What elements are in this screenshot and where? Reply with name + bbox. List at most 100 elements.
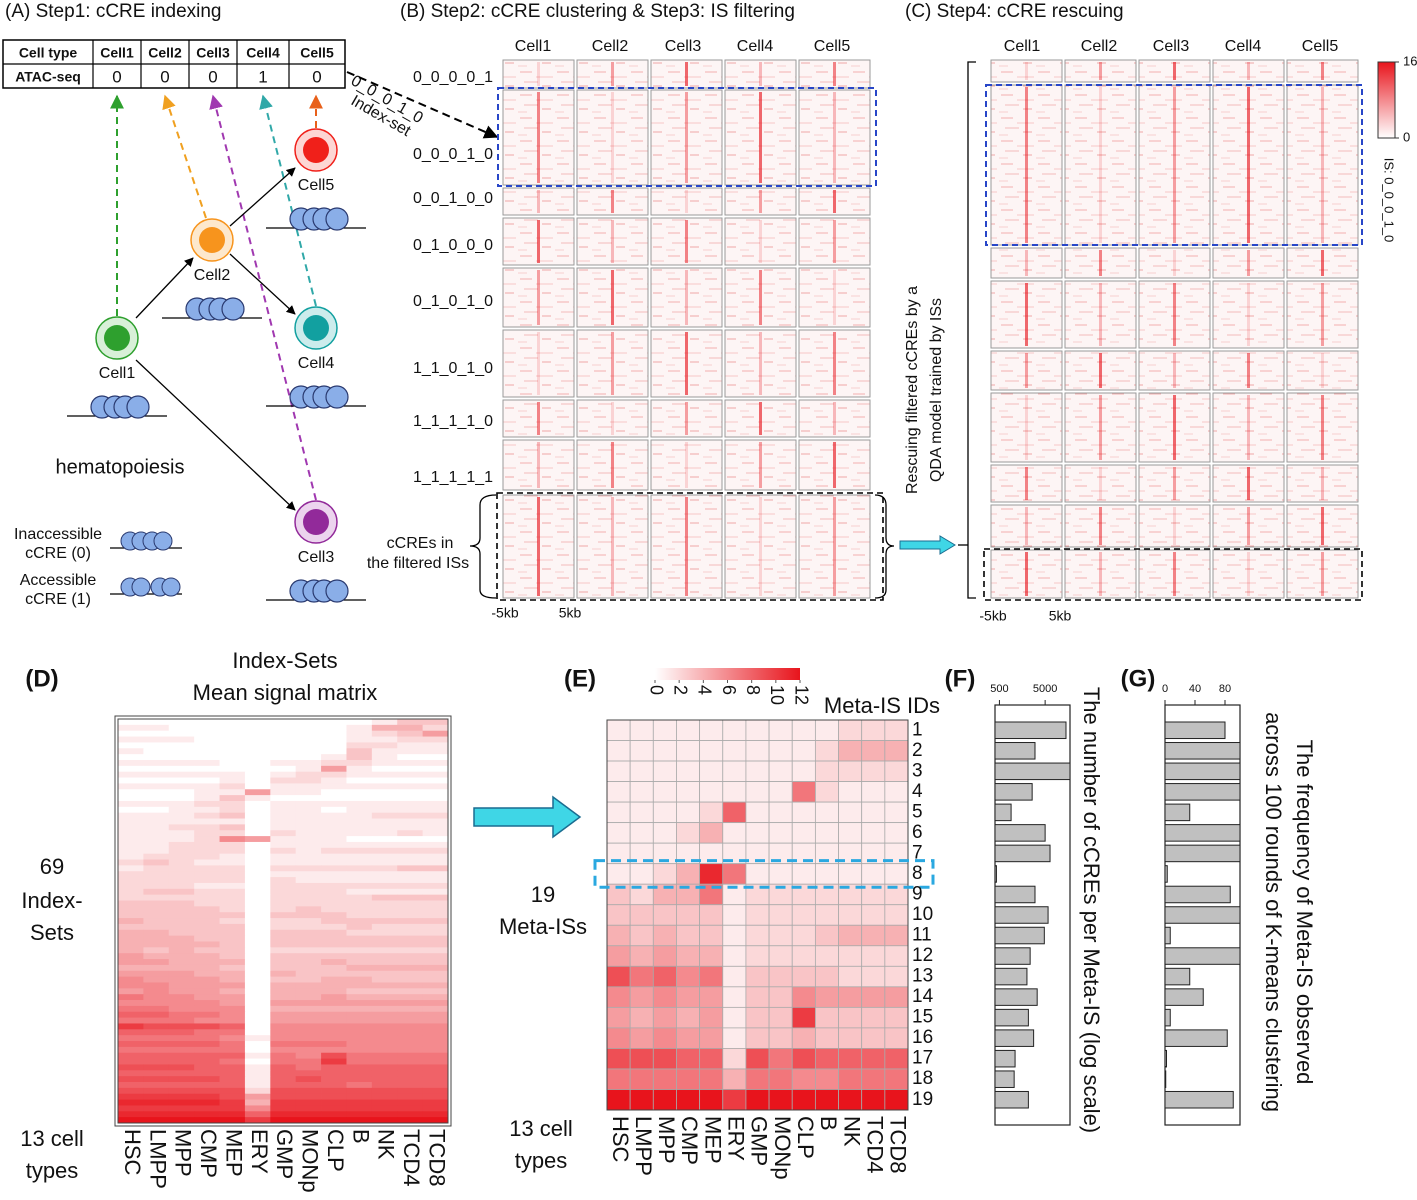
cell-nucleus xyxy=(303,315,329,341)
heat-cell xyxy=(118,953,144,960)
heat-cell xyxy=(168,1082,195,1089)
heat-cell xyxy=(219,935,246,942)
heat-cell xyxy=(143,789,170,796)
heat-cell xyxy=(629,965,654,988)
heat-cell xyxy=(422,812,449,819)
brace xyxy=(469,494,497,599)
heat-cell xyxy=(838,1089,863,1111)
signal-block xyxy=(1212,549,1285,599)
heat-cell xyxy=(194,1029,220,1036)
heat-cell xyxy=(118,888,144,896)
column-label: TCD4 xyxy=(862,1116,887,1173)
heat-cell xyxy=(346,824,373,831)
heat-cell xyxy=(270,1093,297,1100)
heat-cell xyxy=(861,1089,886,1111)
heat-cell xyxy=(321,719,347,726)
heat-cell xyxy=(371,894,398,901)
heat-cell xyxy=(244,736,271,743)
heat-cell xyxy=(118,1064,144,1071)
heat-cell xyxy=(168,777,195,784)
heat-cell xyxy=(838,945,863,967)
heat-cell xyxy=(118,847,144,855)
heat-cell xyxy=(884,986,909,1008)
heat-cell xyxy=(219,894,246,901)
heat-cell xyxy=(143,1000,170,1007)
heat-cell xyxy=(422,824,449,831)
bar xyxy=(1164,885,1231,904)
heat-cell xyxy=(397,771,424,778)
axis-title: 69 xyxy=(40,854,64,879)
signal-block xyxy=(502,267,575,328)
heat-cell xyxy=(346,1058,373,1065)
heat-cell xyxy=(629,1048,654,1070)
heat-cell xyxy=(861,965,886,988)
bar xyxy=(1164,988,1204,1006)
heat-cell xyxy=(270,882,297,890)
bar xyxy=(1164,844,1241,863)
heat-cell xyxy=(143,982,170,989)
heat-cell xyxy=(606,863,631,885)
heat-cell xyxy=(194,918,220,925)
heat-cell xyxy=(371,777,398,784)
heat-cell xyxy=(814,965,839,988)
heat-cell xyxy=(814,945,839,967)
heat-cell xyxy=(814,924,839,947)
heat-cell xyxy=(270,941,297,948)
heat-cell xyxy=(346,865,373,872)
heat-cell xyxy=(270,806,297,814)
heat-cell xyxy=(814,740,839,762)
heat-cell xyxy=(371,724,398,732)
table-header: Cell5 xyxy=(300,45,334,61)
heat-cell xyxy=(295,1000,322,1007)
heat-cell xyxy=(143,1111,170,1118)
x-tick-label: 5000 xyxy=(1033,683,1057,695)
heat-cell xyxy=(346,736,373,743)
heat-cell xyxy=(321,1035,347,1042)
heat-cell xyxy=(194,1105,220,1112)
heat-cell xyxy=(194,871,220,878)
heat-cell xyxy=(791,801,816,824)
heat-cell xyxy=(118,836,144,843)
heat-cell xyxy=(244,812,271,819)
heat-cell xyxy=(194,1117,220,1124)
column-label: B xyxy=(348,1129,373,1144)
heat-cell xyxy=(371,877,398,884)
column-label: CMP xyxy=(677,1116,702,1165)
heat-cell xyxy=(219,830,246,837)
heat-cell xyxy=(422,1076,449,1083)
heat-cell xyxy=(321,964,347,972)
column-label: Cell2 xyxy=(1081,38,1118,55)
heat-cell xyxy=(346,748,373,755)
heat-cell xyxy=(118,964,144,972)
heat-cell xyxy=(397,1000,424,1007)
signal-block xyxy=(1138,84,1211,246)
heat-cell xyxy=(143,724,170,732)
heat-cell xyxy=(194,719,220,726)
heat-cell xyxy=(861,945,886,967)
heat-cell xyxy=(295,771,322,778)
heat-cell xyxy=(270,871,297,878)
signal-block xyxy=(502,187,575,216)
bar xyxy=(994,967,1028,986)
signal-block xyxy=(1064,84,1137,246)
heat-cell xyxy=(321,1029,347,1036)
heat-cell xyxy=(652,1027,677,1049)
heat-cell xyxy=(884,760,909,782)
heat-cell xyxy=(168,830,195,837)
heat-cell xyxy=(814,781,839,803)
signal-block xyxy=(724,329,797,398)
heat-cell xyxy=(397,1052,424,1059)
heat-cell xyxy=(143,865,170,872)
heat-cell xyxy=(244,1117,271,1124)
heat-cell xyxy=(838,719,863,741)
heat-cell xyxy=(143,906,170,913)
heat-cell xyxy=(321,894,347,901)
heat-cell xyxy=(652,1006,677,1029)
heat-cell xyxy=(295,906,322,913)
heat-cell xyxy=(346,853,373,860)
heat-cell xyxy=(270,935,297,942)
row-label: 14 xyxy=(912,986,934,1007)
heat-cell xyxy=(791,904,816,926)
heat-cell xyxy=(270,1023,297,1030)
signal-center xyxy=(1247,87,1250,243)
